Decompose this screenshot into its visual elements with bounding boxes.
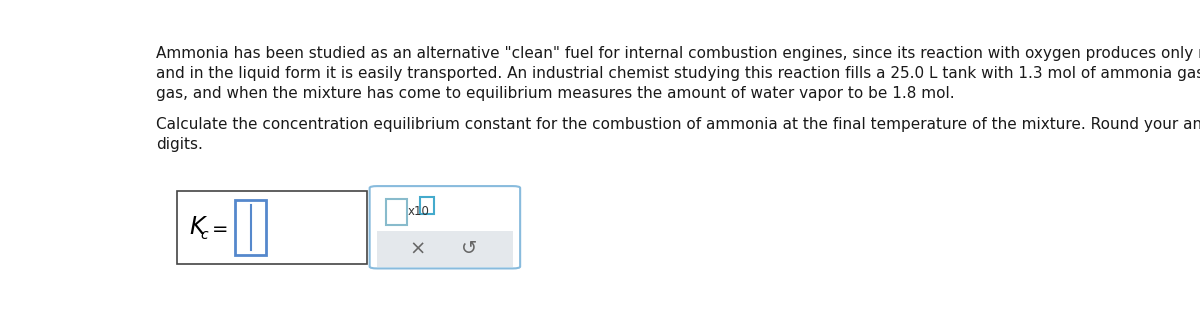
FancyBboxPatch shape [377,231,512,267]
Text: $=$: $=$ [208,219,228,237]
Text: $c$: $c$ [200,228,210,242]
FancyBboxPatch shape [178,191,367,264]
Text: ↺: ↺ [461,239,478,258]
FancyBboxPatch shape [235,200,266,255]
Text: digits.: digits. [156,137,203,152]
Text: Ammonia has been studied as an alternative "clean" fuel for internal combustion : Ammonia has been studied as an alternati… [156,46,1200,61]
Text: Calculate the concentration equilibrium constant for the combustion of ammonia a: Calculate the concentration equilibrium … [156,117,1200,132]
Text: gas, and when the mixture has come to equilibrium measures the amount of water v: gas, and when the mixture has come to eq… [156,86,955,101]
FancyBboxPatch shape [420,197,434,214]
Text: $K$: $K$ [190,216,209,239]
FancyBboxPatch shape [386,199,407,225]
FancyBboxPatch shape [370,186,520,269]
Text: x10: x10 [408,205,430,218]
Text: and in the liquid form it is easily transported. An industrial chemist studying : and in the liquid form it is easily tran… [156,66,1200,81]
Text: ×: × [409,239,426,258]
